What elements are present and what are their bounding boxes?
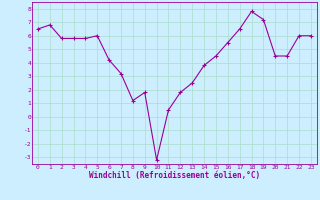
X-axis label: Windchill (Refroidissement éolien,°C): Windchill (Refroidissement éolien,°C) (89, 171, 260, 180)
